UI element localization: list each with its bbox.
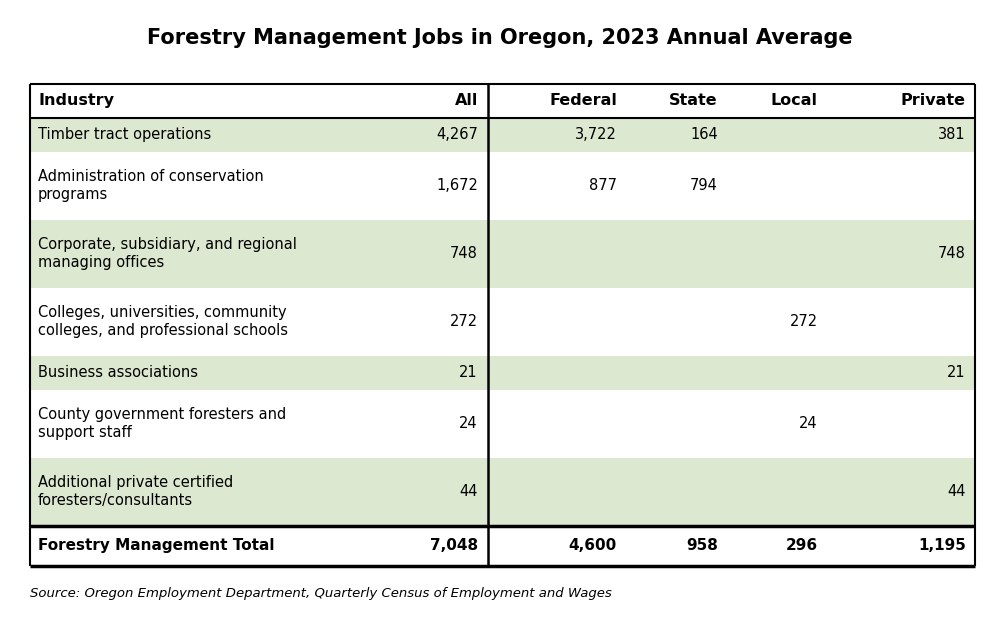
Text: 958: 958 (686, 539, 718, 553)
Text: 794: 794 (690, 178, 718, 193)
Text: 877: 877 (589, 178, 617, 193)
Text: Colleges, universities, community
colleges, and professional schools: Colleges, universities, community colleg… (38, 305, 288, 338)
Text: 272: 272 (450, 314, 478, 329)
Bar (30, 355, 975, 389)
Text: Source: Oregon Employment Department, Quarterly Census of Employment and Wages: Source: Oregon Employment Department, Qu… (30, 587, 612, 600)
Text: 21: 21 (459, 365, 478, 380)
Text: Corporate, subsidiary, and regional
managing offices: Corporate, subsidiary, and regional mana… (38, 237, 297, 270)
Text: 24: 24 (459, 416, 478, 431)
Text: 164: 164 (690, 127, 718, 142)
Text: 44: 44 (948, 484, 966, 499)
Text: 4,267: 4,267 (436, 127, 478, 142)
Bar (30, 457, 975, 526)
Text: 748: 748 (938, 246, 966, 261)
Text: Forestry Management Jobs in Oregon, 2023 Annual Average: Forestry Management Jobs in Oregon, 2023… (147, 28, 853, 48)
Bar (30, 220, 975, 288)
Text: Federal: Federal (549, 93, 617, 108)
Text: 1,672: 1,672 (436, 178, 478, 193)
Text: 272: 272 (790, 314, 818, 329)
Text: All: All (455, 93, 478, 108)
Text: 44: 44 (460, 484, 478, 499)
Text: 296: 296 (786, 539, 818, 553)
Bar (30, 118, 975, 152)
Text: 21: 21 (947, 365, 966, 380)
Text: 1,195: 1,195 (918, 539, 966, 553)
Text: Timber tract operations: Timber tract operations (38, 127, 211, 142)
Text: 381: 381 (938, 127, 966, 142)
Text: Business associations: Business associations (38, 365, 198, 380)
Text: Industry: Industry (38, 93, 114, 108)
Text: 24: 24 (799, 416, 818, 431)
Text: Local: Local (771, 93, 818, 108)
Text: Forestry Management Total: Forestry Management Total (38, 539, 274, 553)
Text: Administration of conservation
programs: Administration of conservation programs (38, 170, 264, 202)
Text: 3,722: 3,722 (575, 127, 617, 142)
Text: 748: 748 (450, 246, 478, 261)
Text: Private: Private (901, 93, 966, 108)
Text: 4,600: 4,600 (569, 539, 617, 553)
Text: State: State (669, 93, 718, 108)
Text: 7,048: 7,048 (430, 539, 478, 553)
Text: Additional private certified
foresters/consultants: Additional private certified foresters/c… (38, 475, 233, 508)
Text: County government foresters and
support staff: County government foresters and support … (38, 407, 286, 439)
